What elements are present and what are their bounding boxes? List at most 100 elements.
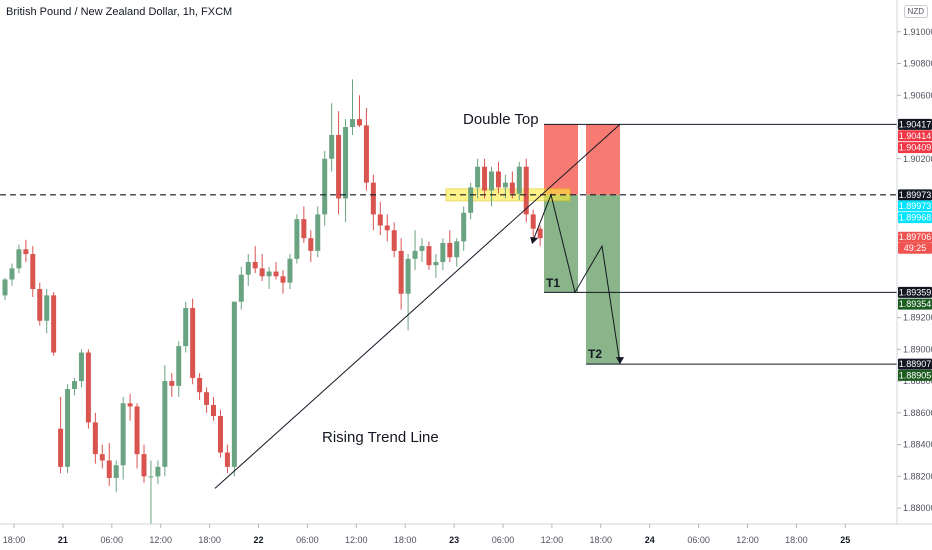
price-badge: 1.89354 [898,298,932,310]
price-badge-text: 1.89354 [899,299,932,309]
candle-body [426,246,432,266]
candle-body [113,465,119,478]
price-badge: 1.89973 [898,200,932,212]
currency-badge[interactable]: NZD [903,5,928,18]
time-tick-label: 18:00 [785,535,808,545]
price-tick-label: 1.88400 [903,440,932,450]
price-badge-bg [898,242,932,254]
candle-body [224,452,230,467]
price-badge-bg [898,231,932,243]
candle-body [461,212,467,242]
price-tick-label: 1.90800 [903,59,932,69]
time-tick-label: 18:00 [3,535,26,545]
time-tick-label: 22 [253,535,263,545]
candle-body [85,352,91,423]
price-axis[interactable]: 1.910001.908001.906001.904001.902001.892… [0,0,932,525]
price-badge-bg [898,369,932,381]
time-tick-label: 12:00 [149,535,172,545]
candle-body [106,460,112,478]
candle-body [433,262,439,266]
price-badge: 1.90409 [898,142,932,154]
time-tick-label: 06:00 [101,535,124,545]
price-tick-label: 1.90200 [903,154,932,164]
candle-body [350,119,355,128]
price-badge: 1.89359 [898,286,932,298]
arrow-head [616,357,624,365]
time-tick-label: 06:00 [687,535,710,545]
target-zones [445,124,620,365]
price-badge-text: 1.90409 [899,143,932,153]
candle-body [308,238,314,251]
candle-body [468,187,474,213]
time-tick-label: 18:00 [394,535,417,545]
price-badge: 1.89973 [898,189,932,201]
candle-body [322,158,328,215]
price-badge-bg [898,142,932,154]
price-badge-bg [898,118,932,130]
chart-title: British Pound / New Zealand Dollar, 1h, … [6,6,233,18]
candle-body [495,171,501,188]
price-badge: 1.90417 [898,118,932,130]
candle-body [336,134,342,199]
candle-body [391,230,397,251]
price-tick-label: 1.90600 [903,90,932,100]
time-axis[interactable]: 18:00 21 06:00 12:00 18:00 22 06:00 12:00 18:00 2… [3,524,851,545]
price-badge-text: 49:25 [904,243,927,253]
candle-body [363,125,369,183]
candle-body [2,279,8,296]
price-tick-label: 1.88600 [903,408,932,418]
price-badge-text: 1.88907 [899,359,932,369]
price-badge: 1.89968 [898,212,932,224]
candle-body [252,262,258,269]
candle-body [30,254,36,289]
candle-body [440,242,446,262]
price-tick-label: 1.89000 [903,344,932,354]
price-badge-bg [898,298,932,310]
candle-body [120,403,126,466]
candle-body [315,214,321,251]
candle-body [266,271,272,277]
price-tick-label: 1.88800 [903,376,932,386]
candle-body [238,274,244,302]
price-badge-text: 1.89706 [899,232,932,242]
rising-trend-line [214,123,621,489]
target-zone-1 [544,194,578,293]
candle-body [204,392,210,405]
candle-body [294,219,300,259]
candle-body [92,422,98,455]
candle-body [370,182,376,215]
candle-body [65,389,71,467]
price-badge-text: 1.89973 [899,190,932,200]
time-tick-label: 21 [58,535,68,545]
candles [2,79,543,524]
candle-body [343,127,349,199]
candle-body [16,249,22,269]
price-badge-bg [898,286,932,298]
candle-body [176,346,182,386]
candle-body [356,119,362,126]
candle-body [162,381,168,467]
candle-body [273,271,279,277]
candle-body [58,428,64,467]
candle-body [51,295,57,353]
price-badge: 1.90414 [898,130,932,142]
candle-body [9,268,15,280]
candle-body [398,250,404,294]
candle-body [259,268,265,277]
price-badge-text: 1.90414 [899,131,932,141]
price-badge-bg [898,189,932,201]
price-tick-label: 1.91000 [903,27,932,37]
candle-body [384,225,390,231]
candle-body [37,288,43,321]
candle-body [280,276,286,283]
price-badge-text: 1.88905 [899,370,932,380]
projected-path [531,193,621,365]
annotations: Double Top Rising Trend Line T1 T2 [322,111,602,446]
candle-body [211,404,216,417]
target-zone-2 [586,194,620,365]
time-tick-label: 18:00 [198,535,221,545]
time-tick-label: 06:00 [296,535,319,545]
candle-body [231,301,237,467]
candle-body [190,308,196,378]
